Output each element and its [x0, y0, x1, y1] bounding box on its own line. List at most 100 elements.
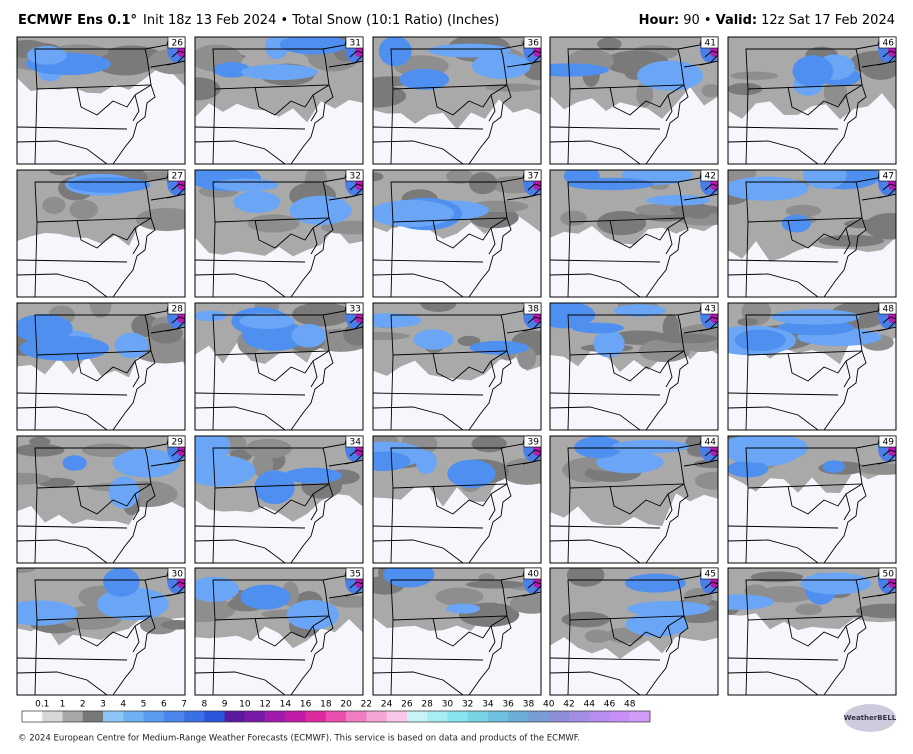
snow-mid — [81, 443, 135, 458]
panel-frame — [16, 435, 186, 564]
snow-mid — [435, 587, 484, 606]
member-number: 29 — [172, 438, 184, 448]
member-box — [167, 435, 186, 448]
colorbar-segment — [204, 711, 225, 722]
snow-mid — [584, 629, 611, 643]
snow-blue — [415, 450, 437, 474]
snow-blue — [627, 601, 710, 617]
model: ECMWF Ens 0.1° — [18, 13, 137, 28]
snow-blue — [233, 191, 281, 213]
panel-frame — [372, 567, 542, 696]
colorbar-label: 12 — [259, 700, 270, 710]
snow-mid — [596, 210, 647, 236]
map-panel: 31 — [194, 36, 364, 165]
snow-field — [728, 436, 896, 494]
valid: 12z Sat 17 Feb 2024 — [761, 13, 895, 28]
member-number: 35 — [350, 570, 361, 580]
snow-mid — [342, 323, 363, 346]
map-panel: 36 — [372, 36, 542, 165]
snow-mid — [373, 171, 384, 182]
panel-frame — [194, 567, 364, 696]
map-panel: 42 — [549, 169, 719, 298]
colorbar-label: 22 — [361, 700, 372, 710]
snow-blue — [611, 439, 690, 454]
snow-field — [17, 37, 185, 94]
map-panel: 32 — [194, 169, 364, 298]
snow-blue — [596, 451, 664, 474]
member-number: 39 — [528, 438, 540, 448]
colorbar-segment — [346, 711, 367, 722]
snow-mid — [728, 82, 763, 96]
colorbar-segment — [305, 711, 327, 722]
snow-field — [550, 568, 718, 659]
colorbar-label: 3 — [100, 700, 106, 710]
member-box — [523, 169, 542, 182]
panel-frame — [727, 302, 897, 431]
snow-blue — [62, 455, 87, 471]
snow-mid — [857, 463, 896, 475]
snow-blue — [625, 612, 689, 637]
snow-blue — [613, 304, 666, 317]
snow-blue — [566, 177, 654, 191]
member-number: 44 — [705, 438, 717, 448]
member-number: 27 — [172, 172, 183, 182]
colorbar-segment — [265, 711, 286, 722]
snow-field — [550, 170, 718, 245]
snow-mid — [737, 317, 758, 327]
snow-blue — [469, 340, 529, 355]
snow-blue — [792, 55, 834, 87]
member-number: 42 — [705, 172, 716, 182]
map-panel: 33 — [194, 302, 364, 431]
colorbar-segment — [42, 711, 63, 722]
snow-mid — [329, 595, 363, 608]
panel-frame — [727, 435, 897, 564]
snow-field — [195, 170, 363, 257]
snow-mid — [195, 597, 236, 623]
colorbar-segment — [366, 711, 387, 722]
snow-blue — [254, 470, 295, 505]
colorbar-label: 6 — [161, 700, 167, 710]
map-panel: 39 — [372, 435, 542, 564]
panel-frame — [549, 435, 719, 564]
snow-mid — [864, 213, 896, 240]
colorbar-label: 8 — [201, 700, 207, 710]
snow-mid — [373, 331, 410, 341]
footer: © 2024 European Centre for Medium-Range … — [18, 734, 580, 744]
snow-field — [550, 37, 718, 119]
member-box — [878, 169, 897, 182]
snow-field — [17, 436, 185, 525]
snow-mid — [17, 443, 65, 457]
map-panel: 37 — [372, 169, 542, 298]
snow-field — [728, 568, 896, 631]
snow-mid — [638, 339, 691, 363]
member-box — [523, 302, 542, 315]
colorbar-label: 34 — [482, 700, 494, 710]
snow-mid — [730, 71, 779, 80]
snow-blue — [373, 313, 422, 328]
panel-frame — [16, 169, 186, 298]
snow-mid — [373, 84, 407, 108]
member-box — [700, 435, 719, 448]
colorbar-segment — [22, 711, 43, 722]
snow-blue — [781, 214, 811, 233]
colorbar-label: 28 — [421, 700, 433, 710]
snow-mid — [701, 84, 718, 98]
snow-mid — [849, 50, 896, 75]
snow-mid — [160, 620, 185, 630]
member-box — [167, 169, 186, 182]
member-box — [878, 435, 897, 448]
snow-blue — [399, 68, 450, 90]
snow-blue — [378, 37, 412, 67]
snow-mid — [785, 204, 822, 217]
snow-field — [373, 37, 541, 130]
map-panel: 45 — [549, 567, 719, 696]
member-number: 37 — [528, 172, 539, 182]
member-number: 46 — [883, 39, 895, 49]
snow-blue — [728, 436, 802, 463]
snow-field — [195, 303, 363, 364]
snow-mid — [683, 588, 713, 607]
member-box — [167, 36, 186, 49]
colorbar-segment — [467, 711, 489, 722]
colorbar-segment — [123, 711, 144, 722]
